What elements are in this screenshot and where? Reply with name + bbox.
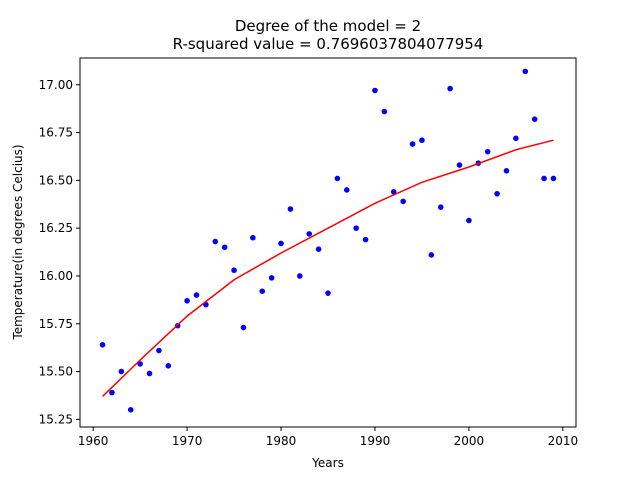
data-point <box>531 116 538 122</box>
y-tick-label: 17.00 <box>39 78 73 92</box>
data-point <box>334 175 341 182</box>
data-point <box>428 252 435 258</box>
x-tick-label: 1990 <box>360 434 391 448</box>
data-point <box>372 87 378 94</box>
data-point <box>409 141 416 147</box>
x-tick-label: 1960 <box>78 434 109 448</box>
data-point <box>193 292 200 298</box>
y-axis-label: Temperature(in degrees Celcius) <box>11 144 25 340</box>
data-point <box>306 231 313 237</box>
chart-subtitle: R-squared value = 0.7696037804077954 <box>173 35 484 53</box>
data-point <box>381 108 388 115</box>
data-point <box>343 187 350 193</box>
data-point <box>390 189 397 195</box>
data-point <box>466 217 472 224</box>
y-tick-label: 16.25 <box>39 221 73 235</box>
data-point <box>362 236 369 243</box>
y-tick-label: 16.50 <box>39 173 73 187</box>
y-tick-label: 15.50 <box>39 365 73 379</box>
data-point <box>109 389 115 396</box>
data-point <box>437 204 444 210</box>
data-point <box>250 234 256 241</box>
fit-curve-line <box>102 139 554 397</box>
data-point <box>513 135 519 142</box>
data-point <box>268 275 275 281</box>
chart-title: Degree of the model = 2 <box>235 17 421 35</box>
data-point <box>137 361 143 367</box>
data-point <box>287 206 294 212</box>
y-tick-label: 15.25 <box>39 412 73 426</box>
data-point <box>447 85 453 92</box>
data-point <box>165 363 172 369</box>
data-point <box>522 68 529 75</box>
data-point <box>400 198 406 205</box>
x-axis-label: Years <box>311 456 344 470</box>
y-tick-label: 15.75 <box>39 317 73 331</box>
data-point <box>184 298 190 304</box>
data-point <box>156 347 162 354</box>
data-point <box>419 137 425 144</box>
x-tick-label: 1980 <box>266 434 297 448</box>
data-point <box>353 225 359 231</box>
x-tick-label: 2010 <box>548 434 579 448</box>
data-point <box>297 273 303 279</box>
y-tick-label: 16.75 <box>39 126 73 140</box>
y-tick-label: 16.00 <box>39 269 73 283</box>
plot-frame <box>79 57 577 428</box>
data-point <box>550 175 557 182</box>
data-point <box>325 290 331 296</box>
x-tick-label: 1970 <box>172 434 203 448</box>
data-point <box>494 190 500 197</box>
x-tick-label: 2000 <box>454 434 485 448</box>
plot-data-layer <box>99 68 557 413</box>
data-point <box>212 238 219 245</box>
data-point <box>146 370 153 377</box>
data-point <box>484 148 491 155</box>
data-point <box>99 341 106 348</box>
data-point <box>221 244 228 251</box>
data-point <box>278 240 284 247</box>
y-axis: 15.25 15.50 15.75 16.00 16.25 16.50 16.75 17.00 <box>39 78 80 426</box>
x-axis: 1960 1970 1980 1990 2000 2010 <box>78 427 578 448</box>
data-point <box>503 168 510 174</box>
data-point <box>127 406 134 413</box>
data-point <box>315 246 322 252</box>
data-point <box>456 162 463 168</box>
data-point <box>541 175 547 182</box>
data-point <box>259 288 266 295</box>
data-point <box>231 267 237 274</box>
data-point <box>240 324 247 331</box>
data-point <box>118 368 125 375</box>
